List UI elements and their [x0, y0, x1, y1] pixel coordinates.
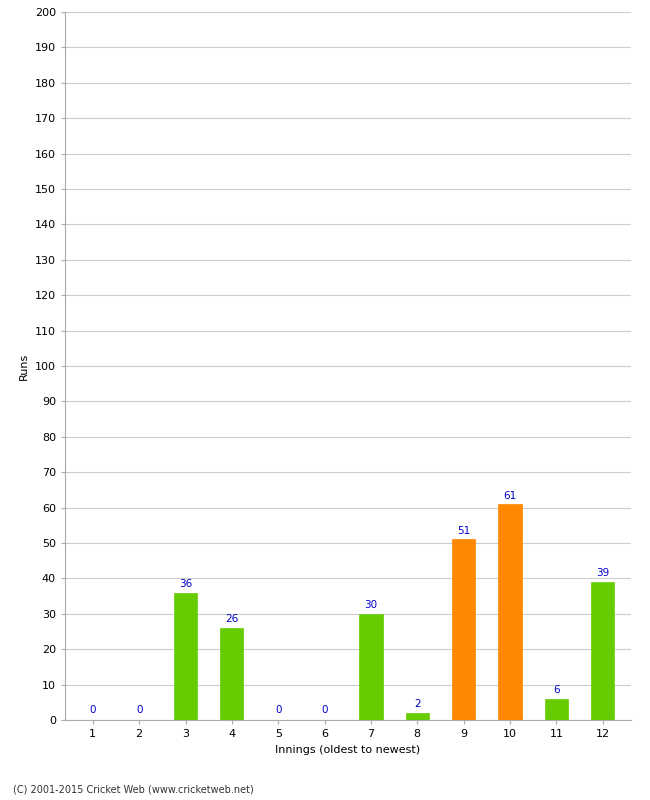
Text: 6: 6 — [553, 686, 560, 695]
Bar — [545, 698, 568, 720]
Text: 0: 0 — [321, 705, 328, 714]
Bar — [591, 582, 614, 720]
Text: (C) 2001-2015 Cricket Web (www.cricketweb.net): (C) 2001-2015 Cricket Web (www.cricketwe… — [13, 784, 254, 794]
Text: 61: 61 — [503, 490, 517, 501]
Bar — [406, 713, 429, 720]
Text: 36: 36 — [179, 579, 192, 589]
X-axis label: Innings (oldest to newest): Innings (oldest to newest) — [275, 745, 421, 754]
Bar — [359, 614, 382, 720]
Text: 0: 0 — [90, 705, 96, 714]
Text: 51: 51 — [457, 526, 470, 536]
Bar — [220, 628, 244, 720]
Text: 30: 30 — [365, 600, 378, 610]
Bar — [452, 539, 475, 720]
Text: 0: 0 — [136, 705, 142, 714]
Text: 0: 0 — [275, 705, 281, 714]
Text: 26: 26 — [226, 614, 239, 625]
Bar — [499, 504, 521, 720]
Y-axis label: Runs: Runs — [20, 352, 29, 380]
Text: 39: 39 — [596, 568, 609, 578]
Text: 2: 2 — [414, 699, 421, 710]
Bar — [174, 593, 197, 720]
